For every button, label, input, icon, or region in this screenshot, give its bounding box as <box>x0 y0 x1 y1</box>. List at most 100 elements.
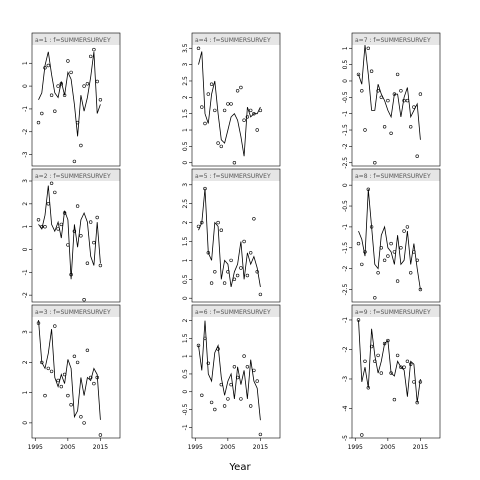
observed-point <box>399 89 403 93</box>
observed-point <box>53 109 57 113</box>
panel-frame <box>351 304 441 439</box>
observed-point <box>360 89 364 93</box>
observed-point <box>389 241 393 246</box>
panel-frame <box>191 168 281 303</box>
fitted-line <box>358 44 421 140</box>
y-tick-label: -1 <box>22 269 29 275</box>
y-tick-label: 0 <box>22 421 29 425</box>
observed-point <box>418 287 423 292</box>
x-axis-title: Year <box>228 462 251 473</box>
y-tick-label: 2 <box>22 360 29 364</box>
observed-point <box>366 187 370 192</box>
x-axis-col-1: 1995 2005 2015 <box>28 438 108 451</box>
observed-point <box>95 375 99 380</box>
panel-frame <box>31 168 121 303</box>
observed-point <box>92 381 96 386</box>
observed-point <box>379 95 383 100</box>
fitted-line <box>358 319 421 403</box>
observed-point <box>356 72 361 77</box>
observed-point <box>402 229 406 233</box>
observed-point <box>46 366 50 371</box>
y-tick-label: 1 <box>182 258 189 262</box>
observed-point <box>79 234 83 238</box>
panel-strip-label: a=5 : f=SUMMERSURVEY <box>195 173 271 180</box>
fitted-line <box>38 185 101 280</box>
observed-point <box>252 368 256 373</box>
observed-point <box>56 378 60 383</box>
observed-point <box>200 220 204 225</box>
observed-point <box>418 380 423 384</box>
x-tick-label: 1995 <box>28 444 43 451</box>
observed-point <box>405 359 410 363</box>
observed-point <box>415 154 419 158</box>
observed-point <box>75 204 80 208</box>
y-tick-label: 0.5 <box>182 369 189 379</box>
observed-point <box>203 186 207 191</box>
observed-point <box>258 108 263 113</box>
panel-9: a=9 : f=SUMMERSURVEY -1 -2 -3 -4 -5 <box>342 304 441 441</box>
observed-point <box>226 270 230 274</box>
observed-point <box>92 47 96 52</box>
observed-point <box>82 298 86 302</box>
observed-point <box>85 82 90 86</box>
x-tick-label: 2005 <box>220 444 235 451</box>
observed-point <box>412 105 416 109</box>
observed-point <box>389 131 393 136</box>
panel-frame <box>191 304 281 439</box>
y-tick-label: 1.5 <box>182 109 189 119</box>
y-tick-label: 1 <box>22 391 29 395</box>
y-tick-label: 0 <box>182 161 189 165</box>
fitted-line <box>38 319 101 420</box>
x-tick-label: 2015 <box>93 444 108 451</box>
observed-point <box>213 407 217 412</box>
observed-point <box>59 82 63 86</box>
observed-point <box>56 84 60 88</box>
observed-point <box>395 353 400 358</box>
observed-point <box>79 143 83 148</box>
y-tick-label: 3 <box>182 63 189 67</box>
observed-point <box>258 292 263 297</box>
panel-strip <box>32 305 120 317</box>
observed-point <box>36 321 41 325</box>
observed-point <box>222 108 227 113</box>
observed-point <box>242 239 246 244</box>
y-tick-label: 3 <box>22 179 29 183</box>
observed-point <box>43 225 47 229</box>
y-tick-label: -2 <box>342 265 349 271</box>
observed-point <box>72 229 77 233</box>
x-tick-label: 2005 <box>60 444 75 451</box>
observed-point <box>245 365 250 369</box>
y-tick-label: -1 <box>342 224 349 230</box>
observed-point <box>66 243 70 247</box>
y-tick-label: -2 <box>342 346 349 352</box>
panel-strip-label: a=8 : f=SUMMERSURVEY <box>355 173 431 180</box>
y-tick-label: -1 <box>22 106 29 112</box>
y-tick-label: -0.5 <box>182 403 189 415</box>
observed-point <box>219 144 224 149</box>
observed-point <box>415 400 419 405</box>
observed-point <box>366 46 370 50</box>
observed-point <box>226 102 230 106</box>
observed-point <box>369 225 374 229</box>
observed-point <box>88 375 93 380</box>
panel-strip <box>352 33 440 45</box>
observed-point <box>209 400 214 405</box>
panel-strip-label: a=3 : f=SUMMERSURVEY <box>35 309 111 316</box>
observed-point <box>72 354 77 358</box>
observed-point <box>203 121 207 126</box>
observed-point <box>72 159 77 164</box>
observed-point <box>53 190 57 195</box>
observed-point <box>196 224 201 229</box>
observed-point <box>209 82 214 86</box>
x-tick-label: 2015 <box>413 444 428 451</box>
observed-point <box>85 348 90 352</box>
observed-point <box>82 421 86 425</box>
observed-point <box>249 251 253 255</box>
panels-group: a=1 : f=SUMMERSURVEY 1 0 -1 -2 -3 a=4 : f=SUMM… <box>22 32 441 441</box>
panel-strip <box>32 169 120 181</box>
observed-point <box>95 215 99 220</box>
observed-point <box>43 393 47 398</box>
observed-point <box>98 98 103 102</box>
observed-point <box>62 93 67 97</box>
y-tick-label: 0 <box>22 84 29 88</box>
